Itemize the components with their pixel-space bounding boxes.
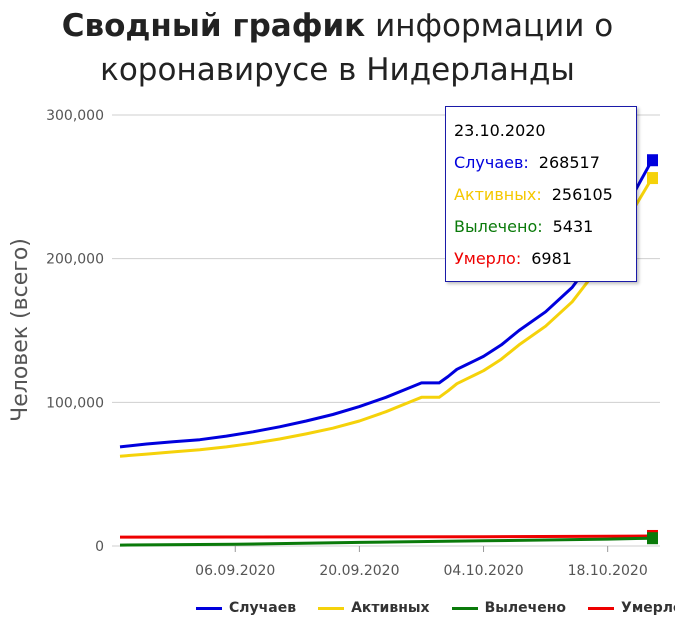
legend-label: Активных — [351, 600, 430, 616]
legend-label: Вылечено — [484, 600, 567, 616]
x-tick-label: 04.10.2020 — [443, 563, 523, 579]
series-line — [119, 534, 653, 539]
series-line — [119, 536, 653, 547]
tooltip-value: 5431 — [552, 217, 594, 236]
series-end-marker — [647, 172, 658, 185]
y-tick-label: 100,000 — [46, 395, 104, 411]
x-tick-label: 18.10.2020 — [568, 563, 648, 579]
axis-layer: 0 100,000 200,000 300,000 06.09.2020 20.09.20… — [46, 108, 648, 579]
series-line — [119, 159, 654, 449]
tooltip-value: 256105 — [551, 185, 613, 204]
tooltip-row-recovered: Вылечено: 5431 — [454, 217, 593, 236]
tooltip-row-cases: Случаев: 268517 — [454, 153, 600, 172]
marker-layer — [647, 154, 658, 545]
tooltip-label: Вылечено: — [454, 217, 543, 236]
legend-label: Умерло — [621, 600, 675, 616]
chart-title: Сводный график информации о коронавирусе… — [0, 4, 675, 92]
legend-swatch — [318, 606, 345, 610]
chart-title-rest: информации о — [375, 8, 614, 44]
series-end-marker — [647, 154, 658, 167]
legend-swatch — [196, 606, 222, 610]
tooltip-label: Случаев: — [454, 153, 529, 172]
tooltip-row-active: Активных: 256105 — [454, 185, 613, 204]
tooltip-value: 6981 — [531, 249, 572, 268]
legend-item-recovered[interactable]: Вылечено — [451, 600, 567, 616]
legend-item-deaths[interactable]: Умерло — [588, 600, 675, 616]
tooltip-value: 268517 — [538, 153, 600, 172]
y-tick-label: 300,000 — [46, 108, 104, 124]
legend-item-cases[interactable]: Случаев — [196, 600, 296, 616]
tooltip-date: 23.10.2020 — [454, 121, 546, 140]
series-end-marker — [647, 532, 658, 545]
legend-label: Случаев — [229, 600, 297, 616]
y-tick-label: 200,000 — [46, 252, 104, 268]
tooltip-label: Активных: — [454, 185, 542, 204]
chart-legend: Случаев Активных Вылечено Умерло — [196, 598, 675, 618]
legend-item-active[interactable]: Активных — [318, 600, 430, 616]
x-tick-label: 06.09.2020 — [195, 563, 275, 579]
y-axis-label: Человек (всего) — [8, 238, 33, 422]
legend-swatch — [588, 606, 615, 610]
series-line — [119, 177, 654, 458]
series-layer — [119, 159, 654, 547]
chart-title-line2: коронавирусе в Нидерланды — [100, 52, 575, 88]
data-tooltip: 23.10.2020 Случаев: 268517 Активных: 25610… — [445, 106, 637, 282]
tooltip-label: Умерло: — [454, 249, 522, 268]
legend-swatch — [451, 606, 478, 610]
tooltip-row-deaths: Умерло: 6981 — [454, 249, 572, 268]
x-tick-label: 20.09.2020 — [319, 563, 399, 579]
y-tick-label: 0 — [95, 539, 104, 555]
chart-title-bold: Сводный график — [61, 8, 366, 44]
